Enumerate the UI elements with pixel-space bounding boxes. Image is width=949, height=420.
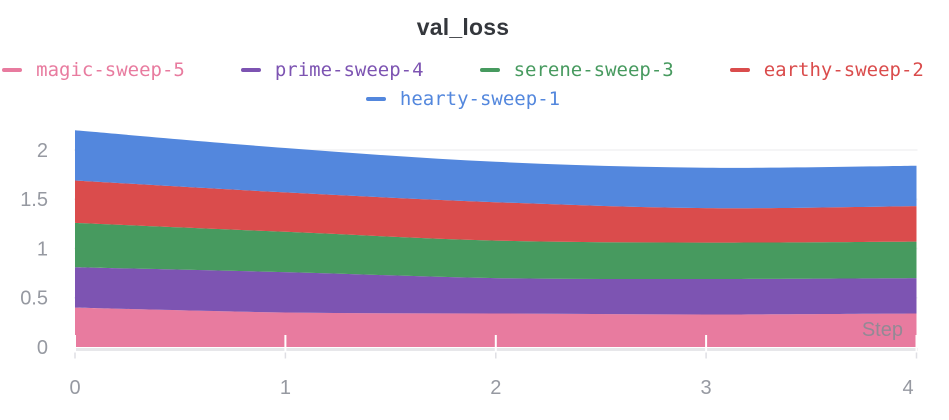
x-tick-label: 3 [701,377,712,399]
y-tick-label: 2 [37,140,48,162]
y-tick-label: 1 [37,238,48,260]
legend: magic-sweep-5 prime-sweep-4 serene-sweep… [0,55,926,113]
legend-line-icon [479,67,500,72]
legend-line-icon [729,67,750,72]
legend-row-1: magic-sweep-5 prime-sweep-4 serene-sweep… [2,55,924,84]
legend-item-label: serene-sweep-3 [513,58,674,81]
legend-line-icon [365,96,386,101]
chart-title: val_loss [416,14,510,40]
legend-item-prime-sweep-4[interactable]: prime-sweep-4 [240,58,424,81]
legend-row-2: hearty-sweep-1 [365,84,561,113]
x-tick-label: 0 [69,377,80,399]
legend-item-magic-sweep-5[interactable]: magic-sweep-5 [2,59,185,81]
area-prime-sweep-4[interactable] [75,267,917,315]
legend-item-earthy-sweep-2[interactable]: earthy-sweep-2 [729,58,924,81]
legend-item-label: prime-sweep-4 [274,58,424,81]
area-serene-sweep-3[interactable] [75,222,917,280]
legend-line-icon [240,67,261,72]
area-hearty-sweep-1[interactable] [75,130,917,209]
legend-item-serene-sweep-3[interactable]: serene-sweep-3 [479,58,674,81]
legend-item-label: magic-sweep-5 [36,58,185,81]
y-tick-label: 1.5 [20,189,48,211]
legend-item-label: hearty-sweep-1 [399,87,561,110]
legend-line-icon [2,67,23,72]
y-tick-label: 0.5 [20,288,48,310]
legend-item-label: earthy-sweep-2 [763,58,924,81]
legend-item-hearty-sweep-1[interactable]: hearty-sweep-1 [365,87,561,110]
y-tick-label: 0 [37,337,48,359]
x-axis-title: Step [862,319,903,341]
x-tick-label: 1 [280,377,291,399]
x-tick-label: 4 [902,377,913,399]
area-earthy-sweep-2[interactable] [75,180,917,243]
x-tick-label: 2 [490,377,501,399]
